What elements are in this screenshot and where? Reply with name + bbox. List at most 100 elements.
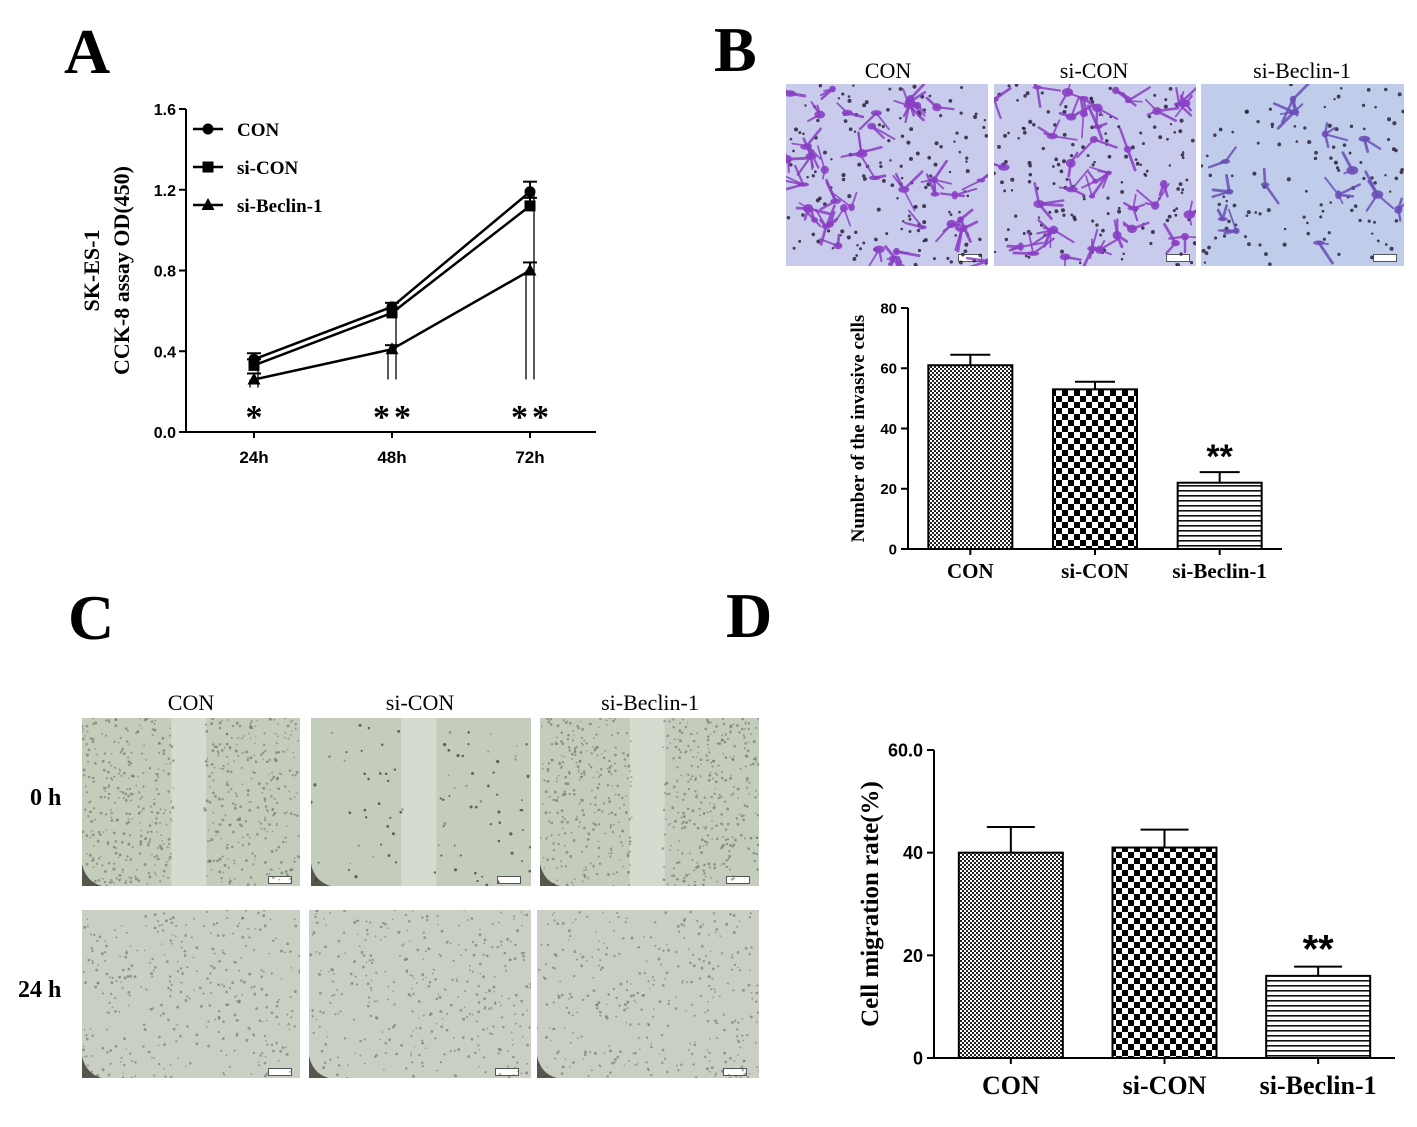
cell-speck (752, 740, 756, 744)
cell-speck (270, 1043, 274, 1047)
cell-body (1152, 107, 1162, 116)
cell-body (868, 175, 881, 181)
cell-speck (220, 1049, 223, 1052)
cell-speck (709, 771, 712, 774)
cell-speck (386, 927, 389, 929)
cell-speck (86, 918, 89, 920)
cell-speck (738, 920, 741, 922)
cell-speck (174, 935, 177, 937)
cell-speck (153, 1057, 156, 1059)
cell-speck (606, 946, 609, 950)
cell-speck (393, 768, 396, 771)
cell-speck (544, 1035, 548, 1039)
cell-speck (127, 842, 131, 846)
cell-speck (277, 723, 280, 725)
cell-speck (238, 724, 242, 728)
cell-speck (319, 1010, 322, 1013)
cell-speck (227, 866, 230, 869)
cell-speck (692, 1063, 695, 1066)
cell-speck (568, 792, 571, 796)
pore-dot (1333, 97, 1336, 101)
chart-a-x-tick-label: 72h (515, 448, 544, 467)
cell-speck (253, 883, 257, 886)
cell-speck (576, 815, 578, 818)
cell-speck (284, 732, 287, 734)
cell-speck (237, 754, 240, 757)
cell-process (895, 250, 921, 258)
cell-speck (608, 1049, 612, 1053)
cell-speck (626, 777, 629, 780)
cell-speck (140, 834, 143, 838)
cell-speck (391, 918, 394, 921)
cell-speck (647, 1024, 651, 1027)
cell-speck (91, 1054, 94, 1057)
cell-speck (683, 918, 687, 921)
cell-speck (206, 875, 208, 877)
cell-speck (682, 979, 684, 982)
cell-body (1183, 210, 1196, 219)
cell-speck (608, 920, 611, 923)
pore-dot (1168, 164, 1172, 167)
cell-speck (147, 872, 151, 875)
cell-speck (225, 742, 229, 746)
cell-speck (211, 947, 215, 951)
cell-speck (250, 801, 253, 803)
cell-speck (725, 757, 728, 759)
cell-speck (365, 928, 369, 932)
cell-speck (492, 771, 495, 774)
cell-speck (679, 722, 682, 725)
cell-speck (628, 850, 631, 853)
cell-speck (366, 933, 369, 936)
cell-speck (409, 974, 412, 977)
cell-speck (235, 1018, 239, 1022)
pore-dot (1163, 104, 1168, 109)
cell-speck (136, 730, 139, 733)
cell-speck (216, 750, 219, 753)
cell-speck (108, 783, 110, 786)
cell-speck (237, 737, 240, 739)
cell-speck (693, 869, 696, 872)
cell-speck (113, 775, 116, 778)
cell-speck (167, 1018, 170, 1022)
cell-speck (329, 1058, 332, 1061)
cell-speck (269, 789, 271, 791)
cell-speck (736, 1039, 739, 1042)
cell-speck (85, 743, 88, 746)
cell-speck (91, 829, 94, 832)
cell-speck (124, 955, 128, 959)
cell-speck (367, 996, 371, 999)
cell-speck (168, 856, 172, 860)
cell-speck (613, 954, 616, 958)
cell-speck (489, 823, 492, 826)
cell-speck (513, 957, 517, 961)
cell-speck (218, 726, 222, 730)
cell-speck (164, 863, 168, 867)
cell-speck (155, 788, 158, 791)
cell-speck (280, 871, 284, 875)
cell-speck (580, 742, 583, 745)
cell-speck (268, 758, 271, 762)
chart-a-y-tick-label: 0.4 (154, 344, 176, 361)
cell-speck (594, 803, 597, 807)
cell-speck (362, 965, 365, 969)
cell-speck (519, 1025, 522, 1028)
cell-speck (699, 925, 703, 929)
cell-speck (688, 819, 692, 822)
cell-speck (597, 948, 600, 951)
cell-speck (370, 961, 374, 965)
cell-body (1159, 180, 1168, 189)
cell-speck (707, 811, 709, 814)
pore-dot (1178, 129, 1183, 134)
cell-speck (110, 819, 114, 822)
cell-speck (569, 935, 572, 938)
cell-speck (228, 986, 232, 990)
cell-speck (290, 798, 292, 801)
cell-speck (464, 990, 467, 993)
pore-dot (1010, 177, 1015, 182)
cell-speck (528, 869, 531, 873)
cell-speck (581, 998, 585, 1002)
cell-speck (489, 1032, 492, 1035)
cell-speck (164, 809, 167, 812)
cell-speck (370, 989, 373, 992)
cell-speck (294, 774, 297, 777)
